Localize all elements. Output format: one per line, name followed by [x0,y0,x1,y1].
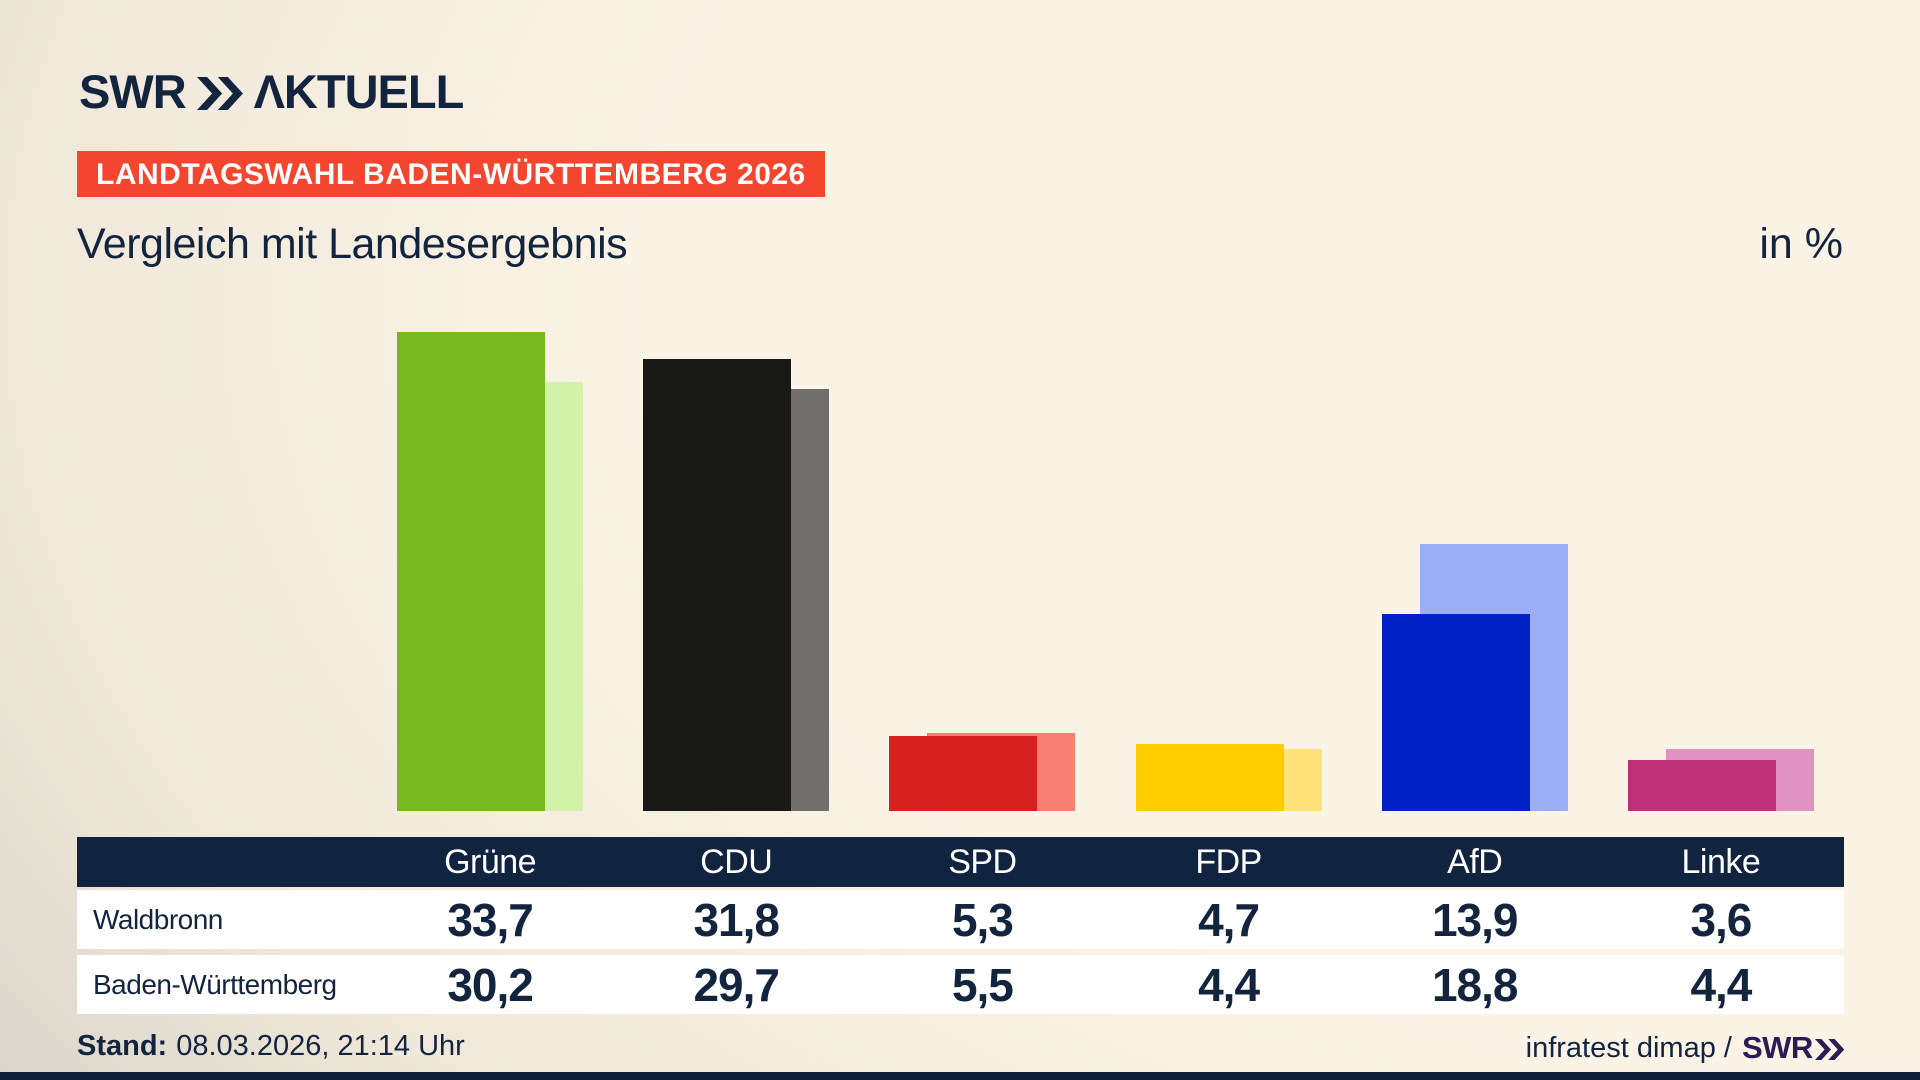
party-group-cdu [613,311,859,811]
bar-pair [1135,311,1322,811]
swr-aktuell-logo: SWR ΛKTUELL [79,64,465,119]
column-header-linke: Linke [1681,842,1761,881]
timestamp-value: 08.03.2026, 21:14 Uhr [176,1030,465,1062]
value-baden-württemberg-fdp: 4,4 [1198,958,1260,1011]
column-header-grüne: Grüne [444,842,537,881]
value-waldbronn-cdu: 31,8 [693,893,780,946]
party-group-afd [1352,311,1598,811]
column-header-afd: AfD [1447,842,1503,881]
value-waldbronn-fdp: 4,7 [1198,893,1260,946]
row-label: Baden-Württemberg [93,968,337,1000]
column-header-fdp: FDP [1195,842,1262,881]
column-header-cdu: CDU [700,842,773,881]
swr-double-chevron-icon [1814,1038,1844,1060]
timestamp: Stand: 08.03.2026, 21:14 Uhr [77,1030,465,1063]
party-group-linke [1598,311,1844,811]
bar-waldbronn-grüne [397,332,546,811]
timestamp-label: Stand: [77,1030,168,1062]
bar-waldbronn-cdu [643,359,792,811]
swr-double-chevron-icon [196,76,243,110]
value-baden-württemberg-cdu: 29,7 [693,958,780,1011]
value-baden-württemberg-spd: 5,5 [951,958,1014,1011]
bar-pair [397,311,584,811]
bar-waldbronn-fdp [1135,744,1284,811]
bar-waldbronn-afd [1381,613,1530,811]
bar-waldbronn-linke [1627,759,1776,811]
results-table: Grüne CDU SPD FDP AfD Linke Waldbronn 33,7 31,8… [77,837,1844,1014]
party-group-grüne [367,311,613,811]
chart-title: Vergleich mit Landesergebnis [77,220,628,268]
source-text: infratest dimap / [1525,1031,1732,1064]
value-waldbronn-spd: 5,3 [951,893,1014,946]
bar-pair [889,311,1076,811]
table-body: Waldbronn 33,7 31,8 5,3 4,7 13,9 3,6 Baden-Würt… [77,890,1844,1014]
value-baden-württemberg-linke: 4,4 [1690,958,1752,1011]
value-waldbronn-afd: 13,9 [1431,893,1519,946]
bar-waldbronn-spd [889,735,1038,811]
bar-pair [643,311,830,811]
table-row-waldbronn: Waldbronn 33,7 31,8 5,3 4,7 13,9 3,6 [77,890,1844,949]
table-header-spacer [77,837,367,887]
party-group-fdp [1106,311,1352,811]
bottom-accent-bar [0,1072,1920,1080]
logo-product-text: ΛKTUELL [253,65,465,118]
table-row-baden-württemberg: Baden-Württemberg 30,2 29,7 5,5 4,4 18,8 4,4 [77,955,1844,1014]
row-label: Waldbronn [93,903,223,935]
bar-chart [367,311,1844,811]
election-badge: LANDTAGSWAHL BADEN-WÜRTTEMBERG 2026 [77,151,825,197]
value-baden-württemberg-afd: 18,8 [1431,958,1519,1011]
logo-brand-text: SWR [79,65,187,118]
table-header-row: Grüne CDU SPD FDP AfD Linke [77,837,1844,887]
bar-pair [1627,311,1814,811]
column-header-spd: SPD [948,842,1017,881]
value-waldbronn-linke: 3,6 [1690,893,1752,946]
bar-pair [1381,311,1568,811]
value-waldbronn-grüne: 33,7 [447,893,534,946]
source-credit: infratest dimap / SWR [1526,1030,1844,1066]
source-brand-logo: SWR [1742,1030,1844,1066]
party-group-spd [859,311,1105,811]
unit-label: in % [1759,220,1843,268]
value-baden-württemberg-grüne: 30,2 [447,958,534,1011]
source-brand-text: SWR [1741,1030,1813,1065]
